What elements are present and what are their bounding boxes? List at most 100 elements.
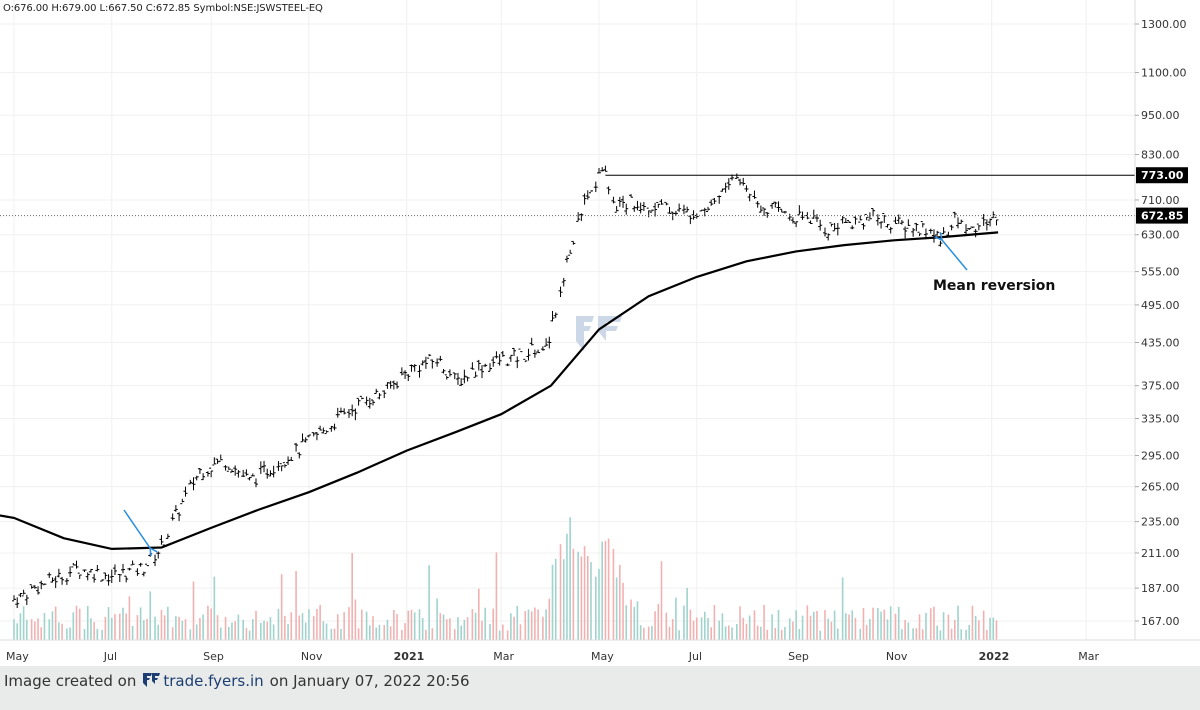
price-bar — [39, 580, 44, 590]
price-bar — [452, 372, 457, 380]
volume-bar — [736, 624, 738, 640]
price-bar — [899, 220, 904, 225]
volume-bar — [301, 613, 304, 640]
volume-bar — [93, 621, 95, 640]
volume-bar — [753, 610, 756, 640]
price-bar — [47, 572, 52, 578]
volume-bar — [453, 629, 456, 640]
price-bar — [896, 214, 901, 224]
volume-bar — [234, 621, 236, 640]
volume-bar — [252, 619, 254, 640]
footer-brand-link[interactable]: trade.fyers.in — [163, 672, 264, 690]
price-bar — [744, 185, 749, 192]
price-bar — [106, 574, 111, 586]
volume-bar — [195, 624, 198, 640]
volume-bar — [19, 613, 22, 640]
price-bar — [423, 356, 428, 369]
price-bar — [685, 206, 690, 213]
price-bar — [762, 207, 767, 216]
price-bar — [529, 337, 534, 346]
price-bar — [430, 359, 435, 369]
volume-bar — [401, 630, 403, 640]
price-bar — [100, 579, 105, 582]
volume-bar — [72, 612, 75, 640]
price-bar — [444, 374, 449, 380]
price-bar — [371, 399, 376, 406]
volume-bar — [495, 552, 498, 640]
volume-bar — [360, 609, 363, 640]
price-bar — [629, 194, 634, 198]
volume-bar — [760, 626, 762, 640]
volume-bar — [865, 624, 868, 640]
price-bar — [321, 427, 326, 434]
price-bar — [547, 336, 552, 349]
volume-bar — [968, 624, 971, 640]
price-bar — [188, 479, 193, 485]
price-bar — [593, 181, 598, 193]
volume-bar — [883, 609, 886, 640]
volume-bar — [445, 619, 448, 640]
price-bar — [459, 378, 464, 387]
price-bar — [24, 594, 29, 606]
volume-bar — [586, 555, 589, 640]
volume-bar — [971, 605, 974, 640]
price-bar — [585, 190, 590, 200]
price-bar — [497, 354, 502, 366]
price-bar — [705, 206, 710, 212]
price-bar — [835, 222, 840, 236]
price-bar — [797, 205, 802, 216]
volume-bar — [848, 614, 850, 640]
price-bar — [544, 338, 549, 347]
price-bar — [112, 564, 117, 575]
price-bar — [480, 365, 484, 379]
volume-bar — [325, 623, 328, 640]
price-bar — [271, 465, 276, 478]
price-bar — [911, 227, 916, 237]
volume-bar — [51, 611, 54, 640]
price-bar — [318, 425, 323, 431]
price-bar — [973, 228, 978, 238]
price-bar — [800, 211, 805, 220]
price-bar — [646, 207, 651, 218]
price-bar — [250, 473, 255, 477]
volume-bar — [654, 611, 656, 640]
volume-bar — [718, 620, 721, 640]
volume-bar — [404, 623, 406, 640]
price-chart[interactable]: Mean reversion 1300.00 1100.00 950.00 830.0… — [0, 0, 1200, 666]
price-bar — [864, 213, 869, 221]
volume-bar — [343, 612, 345, 640]
price-bar — [515, 356, 520, 369]
volume-bar — [942, 612, 945, 640]
volume-bar — [224, 616, 227, 640]
volume-bar — [139, 607, 142, 640]
price-bar — [82, 569, 87, 573]
volume-bar — [665, 612, 668, 640]
volume-bar — [583, 546, 586, 640]
volume-bar — [692, 620, 695, 640]
volume-bar — [312, 616, 315, 640]
price-bar — [667, 206, 672, 214]
volume-bar — [227, 626, 230, 640]
price-bar — [382, 390, 387, 399]
price-bar — [787, 213, 792, 221]
price-bar — [632, 205, 637, 212]
price-bar — [233, 465, 238, 476]
price-bar — [265, 468, 270, 479]
price-bar — [861, 223, 866, 230]
price-bar — [553, 312, 558, 319]
volume-bar — [939, 630, 942, 640]
volume-bar — [974, 615, 977, 640]
volume-bar — [513, 616, 515, 640]
fyers-logo-icon — [142, 671, 161, 691]
price-bar — [600, 167, 605, 172]
price-bar — [282, 462, 287, 468]
price-bar — [765, 212, 770, 218]
volume-bar — [284, 615, 286, 640]
volume-bar — [721, 613, 724, 640]
symbol-value: Symbol:NSE:JSWSTEEL-EQ — [193, 3, 323, 14]
volume-bar — [255, 610, 257, 640]
volume-bar — [639, 625, 642, 640]
volume-bar — [90, 618, 92, 640]
volume-bar — [181, 620, 184, 640]
price-bar — [512, 347, 517, 357]
